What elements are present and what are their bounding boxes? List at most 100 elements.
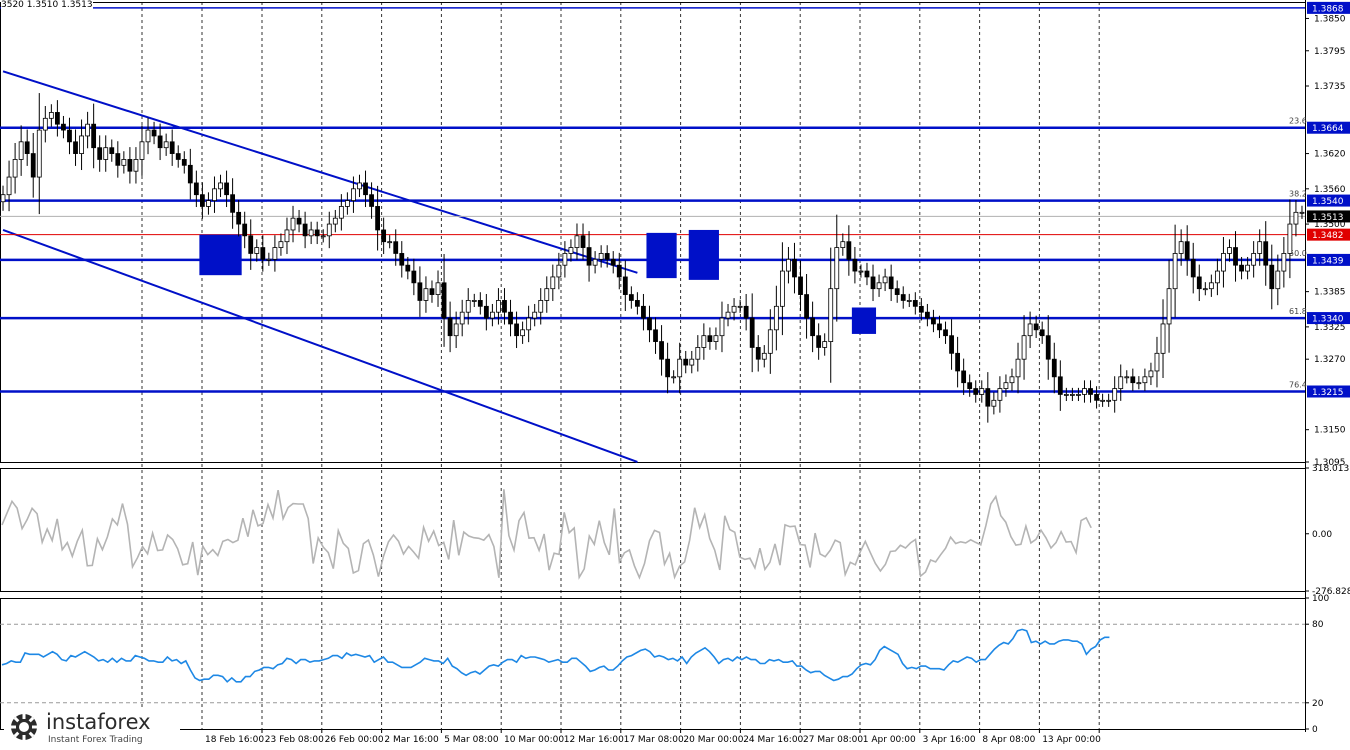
candle-body bbox=[707, 335, 713, 342]
candle-body bbox=[1130, 376, 1136, 384]
candle-body bbox=[79, 135, 84, 154]
rsi-tick-label: 20 bbox=[1312, 699, 1324, 709]
level-badge bbox=[1307, 194, 1350, 207]
candle-body bbox=[556, 264, 562, 278]
fib-label: 38.2 bbox=[1289, 190, 1307, 199]
cci-tick-label: 318.013 bbox=[1312, 464, 1349, 474]
candle-body bbox=[1136, 382, 1142, 385]
ohlc-readout: 3520 1.3510 1.3513 bbox=[1, 0, 93, 10]
candle-body bbox=[405, 264, 411, 272]
candle-body bbox=[955, 352, 961, 372]
candle-body bbox=[949, 335, 954, 354]
brand-logo: instaforex Instant Forex Trading bbox=[4, 707, 180, 747]
candle-body bbox=[429, 288, 435, 295]
candle-body bbox=[163, 141, 169, 149]
candle-body bbox=[1003, 382, 1009, 389]
rsi-frame bbox=[0, 598, 1306, 730]
candle-body bbox=[568, 247, 574, 254]
candle-body bbox=[1293, 211, 1299, 225]
price-panel: 1.3850 1.3795 1.3735 1.3620 1.3560 1.3500 1.33… bbox=[0, 1, 1350, 468]
candle-body bbox=[91, 123, 97, 149]
candle-body bbox=[1227, 247, 1232, 254]
candle-body bbox=[260, 247, 266, 260]
candle-body bbox=[387, 241, 393, 244]
candle-body bbox=[363, 182, 368, 196]
candle-body bbox=[230, 194, 236, 213]
time-label: 5 Mar 08:00 bbox=[444, 735, 499, 745]
candle-body bbox=[351, 188, 356, 201]
candle-body bbox=[924, 311, 930, 319]
candle-body bbox=[677, 358, 683, 378]
candle-body bbox=[36, 129, 42, 178]
candle-body bbox=[1184, 241, 1190, 260]
marked-level-label: 1.3482 bbox=[1312, 231, 1344, 241]
level-badge-label: 1.3439 bbox=[1312, 256, 1344, 266]
level-badge-label: 1.3664 bbox=[1312, 124, 1344, 134]
candle-body bbox=[846, 241, 852, 260]
rsi-tick-label: 0 bbox=[1312, 725, 1318, 735]
level-badge-label: 1.3340 bbox=[1312, 315, 1344, 325]
candle-body bbox=[822, 341, 828, 348]
candle-body bbox=[1045, 335, 1051, 360]
candle-body bbox=[193, 182, 199, 196]
candle-body bbox=[876, 282, 882, 290]
candle-body bbox=[1118, 376, 1124, 389]
candle-body bbox=[0, 194, 6, 203]
candle-body bbox=[67, 129, 72, 143]
candle-body bbox=[169, 141, 175, 154]
candle-body bbox=[42, 117, 48, 131]
candle-body bbox=[610, 258, 616, 266]
candle-body bbox=[212, 188, 217, 201]
candle-body bbox=[574, 235, 580, 248]
candle-body bbox=[1178, 241, 1184, 254]
candle-body bbox=[985, 388, 991, 407]
candle-body bbox=[767, 329, 773, 354]
candle-body bbox=[598, 253, 604, 260]
candle-body bbox=[284, 229, 290, 243]
candle-body bbox=[242, 223, 248, 237]
candle-body bbox=[937, 323, 942, 331]
time-label: 17 Mar 08:00 bbox=[624, 735, 684, 745]
price-tick-label: 1.3150 bbox=[1314, 426, 1346, 436]
candle-body bbox=[779, 270, 785, 307]
candle-body bbox=[816, 335, 822, 348]
price-tick-label: 1.3735 bbox=[1314, 82, 1346, 92]
candle-body bbox=[659, 341, 664, 360]
candle-body bbox=[586, 247, 592, 266]
candle-body bbox=[1009, 376, 1015, 384]
trend-channel-line bbox=[2, 229, 638, 463]
price-tick-label: 1.3850 bbox=[1314, 14, 1346, 24]
candle-body bbox=[1063, 394, 1069, 396]
time-axis: 18 Feb 16:00 23 Feb 08:00 26 Feb 00:00 2 Ma… bbox=[205, 729, 1101, 745]
candle-body bbox=[145, 129, 151, 143]
candle-body bbox=[502, 300, 507, 313]
candle-body bbox=[931, 317, 936, 325]
brand-name: instaforex bbox=[46, 710, 151, 734]
candle-body bbox=[749, 317, 755, 348]
candle-body bbox=[526, 317, 532, 331]
signal-box bbox=[646, 232, 677, 279]
candle-body bbox=[6, 176, 12, 196]
candle-body bbox=[773, 305, 779, 331]
candle-body bbox=[133, 159, 139, 172]
candle-body bbox=[1033, 323, 1039, 331]
candle-body bbox=[538, 300, 544, 313]
candle-body bbox=[1166, 288, 1172, 325]
candle-body bbox=[326, 223, 332, 237]
candle-body bbox=[278, 241, 284, 248]
candle-body bbox=[417, 282, 423, 301]
candle-body bbox=[357, 182, 362, 190]
signal-box bbox=[851, 307, 877, 334]
candle-body bbox=[755, 347, 761, 360]
candle-body bbox=[187, 164, 193, 184]
candle-body bbox=[562, 253, 568, 266]
time-label: 27 Mar 08:00 bbox=[803, 735, 863, 745]
price-frame bbox=[0, 2, 1306, 463]
time-label: 1 Apr 00:00 bbox=[863, 735, 916, 745]
candle-body bbox=[1281, 253, 1287, 272]
candle-body bbox=[634, 300, 640, 307]
candle-body bbox=[266, 258, 272, 261]
candle-body bbox=[459, 311, 465, 325]
fib-label: 50.0 bbox=[1289, 249, 1307, 258]
